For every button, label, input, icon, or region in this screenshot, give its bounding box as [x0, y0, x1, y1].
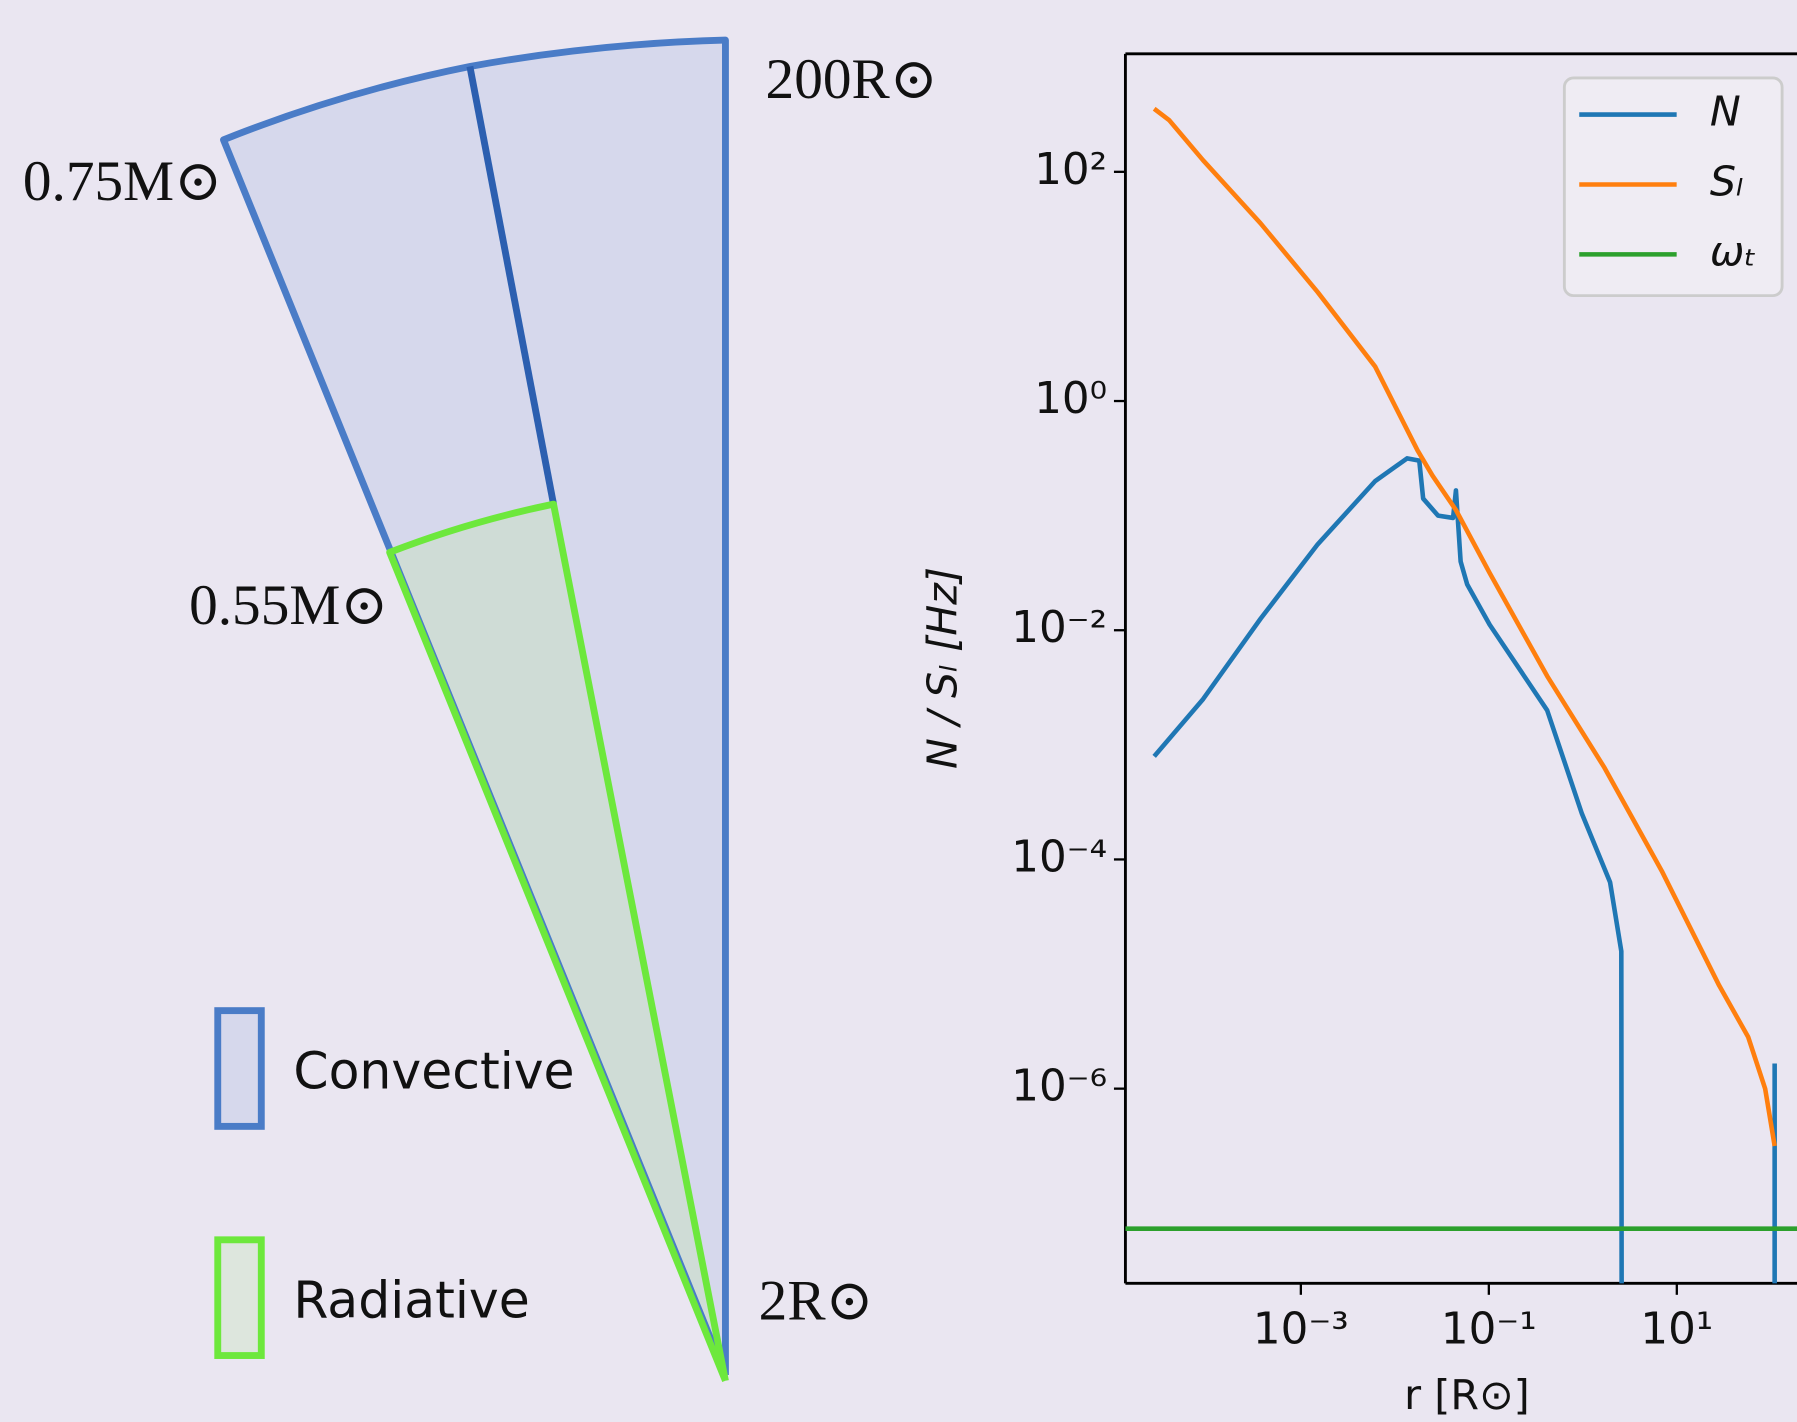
legend-label: Convective	[293, 1041, 574, 1100]
legend-label: Sₗ	[1710, 157, 1743, 205]
radiative-outline	[386, 500, 729, 1383]
diagram-legend: Convective Radiative	[214, 1007, 575, 1359]
x-tick-label: 10¹	[1640, 1304, 1713, 1354]
legend-label: ωₜ	[1710, 227, 1757, 275]
mass-label: 0.75M⊙	[23, 150, 222, 213]
legend-swatch	[214, 1007, 265, 1130]
data-line	[1152, 456, 1777, 1284]
y-tick-label: 10⁻⁶	[1011, 1062, 1107, 1112]
legend-label: N	[1710, 88, 1741, 136]
chart: 10² 10⁰ 10⁻² 10⁻⁴ 10⁻⁶ 10⁻³ 10⁻¹ 10¹ r [R⊙] N / S…	[918, 52, 1797, 1419]
radius-label: 200R⊙	[766, 48, 938, 111]
y-tick-label: 10⁻⁴	[1011, 832, 1107, 882]
legend-swatch	[214, 1236, 265, 1359]
y-tick-label: 10⁰	[1034, 374, 1107, 424]
plot-area	[1125, 106, 1797, 1284]
x-tick-label: 10⁻³	[1253, 1304, 1349, 1354]
mass-label: 0.55M⊙	[189, 574, 388, 637]
x-axis-label: r [R⊙]	[1404, 1371, 1529, 1419]
y-axis-label: N / Sₗ [Hz]	[918, 567, 966, 769]
x-tick-label: 10⁻¹	[1441, 1304, 1537, 1354]
data-line	[1152, 106, 1777, 1147]
boundary-line	[466, 65, 557, 505]
radius-label: 2R⊙	[759, 1269, 874, 1332]
y-tick-label: 10⁻²	[1011, 603, 1107, 653]
convective-outline	[220, 36, 729, 1377]
legend: N Sₗ ωₜ	[1562, 76, 1784, 298]
legend-label: Radiative	[293, 1270, 529, 1329]
star-diagram: 200R⊙ 2R⊙ 0.75M⊙ 0.55M⊙ Convective Radiat…	[23, 36, 938, 1383]
y-tick-label: 10²	[1034, 145, 1107, 195]
